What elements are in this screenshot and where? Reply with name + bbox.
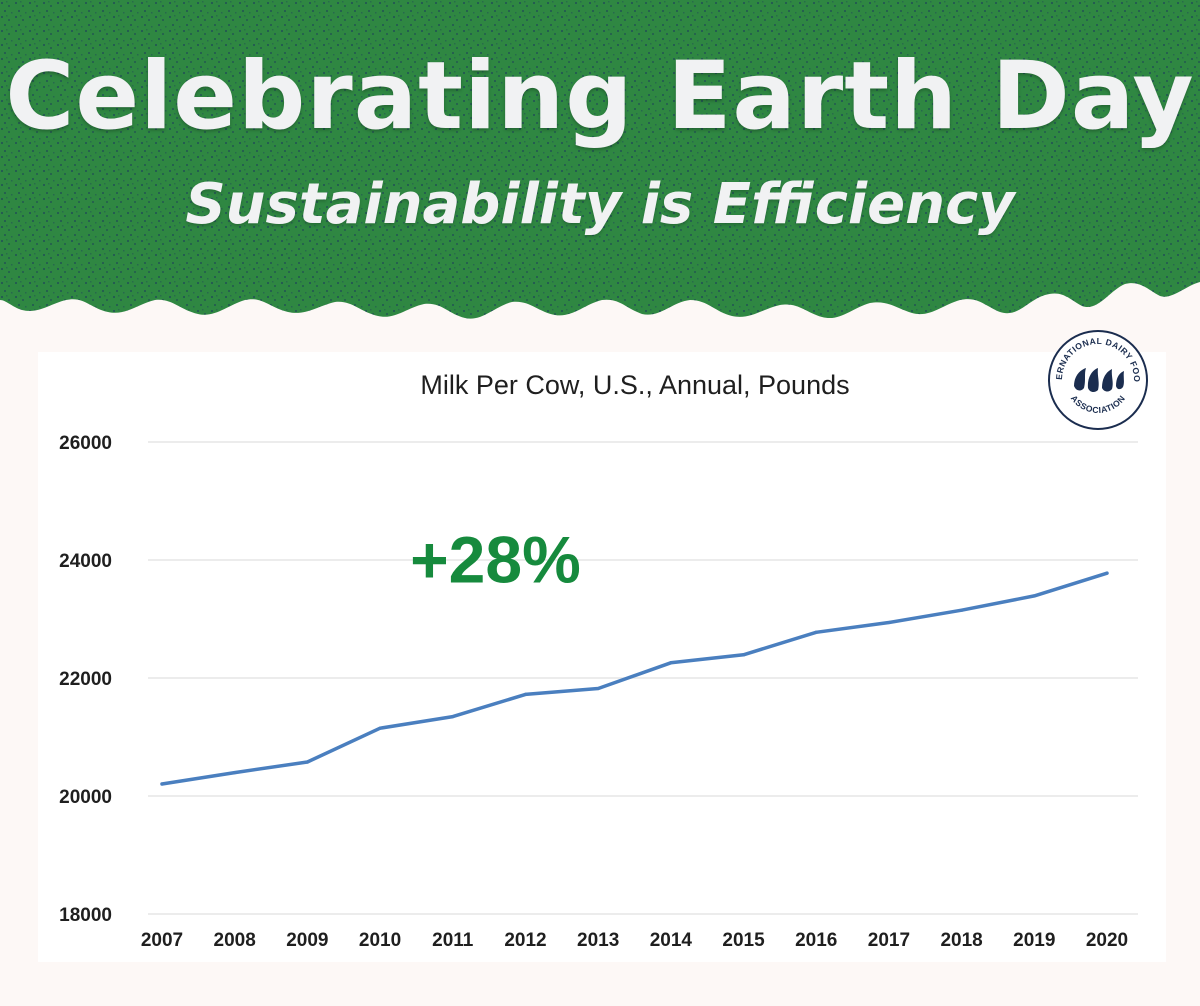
y-tick-label: 18000	[59, 905, 112, 926]
data-point-2017	[887, 620, 891, 625]
x-tick-label: 2011	[432, 930, 474, 951]
idfa-logo: INTERNATIONAL DAIRY FOODS ASSOCIATION	[1043, 320, 1150, 432]
x-tick-label: 2013	[577, 930, 619, 951]
association-seal-icon: INTERNATIONAL DAIRY FOODS ASSOCIATION	[1043, 320, 1148, 430]
chart-panel: 18000 20000 22000 24000 26000 2007 2008 2009 20…	[38, 352, 1166, 962]
y-tick-label: 24000	[59, 551, 112, 572]
data-point-2020	[1105, 571, 1109, 575]
logo-drops-icon	[1074, 368, 1124, 393]
x-tick-label: 2019	[1013, 930, 1055, 951]
chart-series	[160, 571, 1109, 786]
data-point-2018	[960, 608, 964, 612]
data-point-2012	[523, 692, 528, 697]
y-tick-label: 22000	[59, 669, 112, 690]
data-point-2019	[1032, 594, 1036, 598]
data-point-2013	[596, 686, 600, 691]
x-tick-label: 2010	[359, 930, 401, 951]
x-tick-label: 2018	[940, 930, 982, 951]
y-tick-label: 20000	[59, 787, 112, 808]
data-point-2011	[451, 715, 455, 719]
x-tick-label: 2017	[868, 930, 910, 951]
x-tick-label: 2016	[795, 930, 837, 951]
x-tick-label: 2008	[214, 930, 256, 951]
x-tick-label: 2009	[286, 930, 328, 951]
data-point-2009	[305, 760, 309, 764]
banner-texture	[0, 0, 1200, 319]
data-point-2016	[814, 630, 818, 634]
page-title: Celebrating Earth Day	[5, 42, 1195, 151]
data-point-2008	[233, 771, 237, 775]
x-tick-label: 2020	[1086, 930, 1128, 951]
series-line	[160, 571, 1109, 786]
chart-title: Milk Per Cow, U.S., Annual, Pounds	[420, 370, 849, 400]
x-tick-label: 2015	[722, 930, 765, 951]
data-point-2010	[378, 726, 382, 730]
data-point-2007	[160, 782, 164, 786]
chart-gridlines	[148, 441, 1138, 915]
chart-annotation: +28%	[410, 522, 581, 596]
y-tick-label: 26000	[59, 433, 112, 454]
x-tick-label: 2007	[141, 930, 183, 951]
y-axis-ticks: 18000 20000 22000 24000 26000	[59, 433, 112, 926]
banner-background	[0, 0, 1200, 319]
x-tick-label: 2014	[650, 930, 693, 951]
x-tick-label: 2012	[504, 930, 546, 951]
data-point-2015	[741, 653, 746, 657]
header-banner: Celebrating Earth Day Sustainability is …	[0, 0, 1200, 340]
x-axis-ticks: 2007 2008 2009 2010 2011 2012 2013 2014 2015 2016…	[141, 930, 1128, 951]
data-point-2014	[669, 661, 673, 665]
page-subtitle: Sustainability is Efficiency	[185, 172, 1015, 237]
